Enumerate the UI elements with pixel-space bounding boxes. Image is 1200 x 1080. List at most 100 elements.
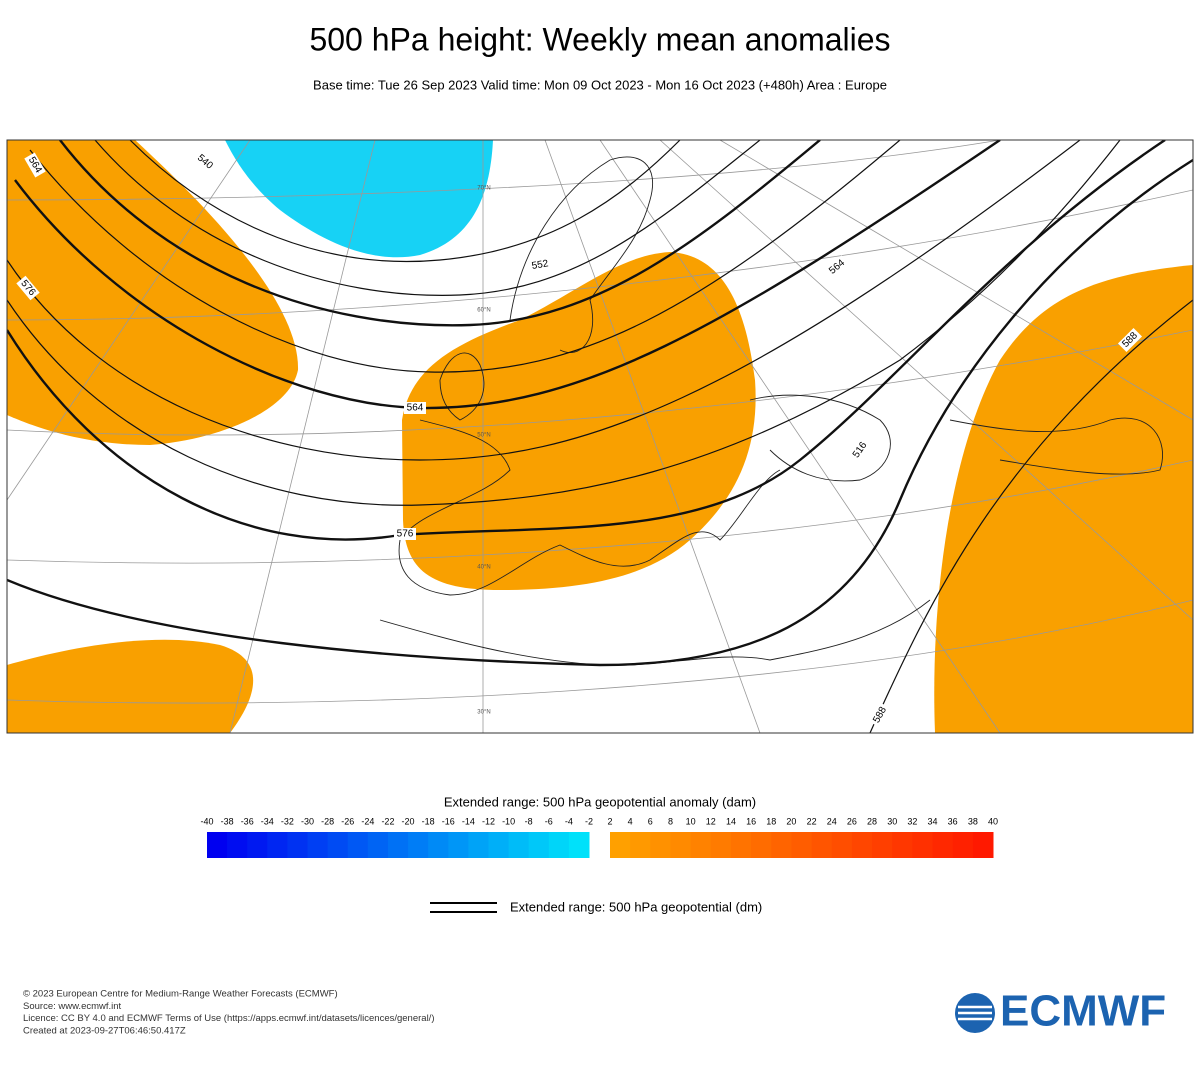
colorbar-segment — [548, 832, 570, 858]
contour-label-bg — [24, 152, 46, 178]
contour-label-bg — [16, 275, 40, 301]
colorbar-tick-label: 26 — [847, 816, 857, 826]
colorbar-tick-label: -26 — [341, 816, 354, 826]
colorbar-tick-label: 32 — [907, 816, 917, 826]
colorbar-segment — [771, 832, 792, 858]
contour-label-bg — [528, 257, 552, 273]
colorbar-segment — [488, 832, 510, 858]
colorbar-tick-label: -22 — [381, 816, 394, 826]
map: 564 54057655256457656451658858870°N60°N50… — [6, 139, 1194, 734]
colorbar-tick-label: -12 — [482, 816, 495, 826]
map-frame — [6, 139, 1194, 734]
colorbar-segment — [932, 832, 954, 858]
colorbar-segment — [831, 832, 853, 858]
anomaly-area — [7, 639, 254, 733]
colorbar-tick-label: -38 — [221, 816, 234, 826]
colorbar-segment — [872, 832, 893, 858]
footer-line: Licence: CC BY 4.0 and ECMWF Terms of Us… — [23, 1013, 435, 1024]
contours — [7, 140, 1193, 733]
colorbar-segment — [892, 832, 913, 858]
colorbar-segment — [791, 832, 813, 858]
subtitle: Base time: Tue 26 Sep 2023 Valid time: M… — [313, 77, 887, 92]
colorbar-tick-label: -30 — [301, 816, 314, 826]
colorbar-tick-label: 34 — [928, 816, 938, 826]
colorbar-segment — [267, 832, 288, 858]
colorbar-segment — [952, 832, 974, 858]
colorbar-segment — [508, 832, 530, 858]
footer-line: Source: www.ecmwf.int — [23, 1001, 122, 1012]
colorbar-tick-label: -6 — [545, 816, 553, 826]
colorbar-tick-label: -2 — [585, 816, 593, 826]
colorbar-tick-label: 38 — [968, 816, 978, 826]
logo: ECMWF — [955, 987, 1166, 1036]
colorbar-tick-label: 18 — [766, 816, 776, 826]
footer-line: Created at 2023-09-27T06:46:50.417Z — [23, 1025, 186, 1036]
contour-label-bg — [1117, 327, 1143, 353]
colorbar-segment — [247, 832, 268, 858]
colorbar-tick-label: 22 — [807, 816, 817, 826]
colorbar-tick-label: 40 — [988, 816, 998, 826]
colorbar-segment — [650, 832, 671, 858]
latitude-label: 50°N — [477, 433, 490, 439]
colorbar-segment — [387, 832, 409, 858]
footer: © 2023 European Centre for Medium-Range … — [23, 989, 435, 1037]
colorbar-segment — [287, 832, 309, 858]
contour-label-group: 564 — [404, 402, 426, 414]
colorbar-tick-label: -14 — [462, 816, 475, 826]
footer-line: © 2023 European Centre for Medium-Range … — [23, 989, 338, 1000]
colorbar-tick-label: 24 — [827, 816, 837, 826]
colorbar-tick-label: 4 — [628, 816, 633, 826]
contour-label-bg — [824, 255, 850, 279]
colorbar-segment — [690, 832, 712, 858]
colorbar-segment — [528, 832, 550, 858]
colorbar-tick-label: 8 — [668, 816, 673, 826]
colorbar-tick-label: -40 — [200, 816, 213, 826]
colorbar-tick-label: -18 — [422, 816, 435, 826]
colorbar-tick-label: -4 — [565, 816, 573, 826]
colorbar-tick-label: 36 — [948, 816, 958, 826]
colorbar-segment — [912, 832, 934, 858]
colorbar-segment — [347, 832, 369, 858]
colorbar-segment — [630, 832, 651, 858]
colorbar-tick-label: 28 — [867, 816, 877, 826]
colorbar-segment — [307, 832, 329, 858]
colorbar-tick-label: 14 — [726, 816, 736, 826]
colorbar-tick-label: -20 — [402, 816, 415, 826]
colorbar-tick-label: -28 — [321, 816, 334, 826]
contour-label: 552 — [531, 258, 550, 272]
contour-label-bg — [394, 528, 416, 540]
graticule — [7, 140, 1193, 733]
anomaly-area — [7, 140, 299, 445]
latitude-label: 60°N — [477, 308, 490, 314]
colorbar-segment — [428, 832, 449, 858]
colorbar-tick-label: 16 — [746, 816, 756, 826]
anomaly-area — [402, 252, 756, 590]
title: 500 hPa height: Weekly mean anomalies — [309, 21, 890, 57]
colorbar-tick-label: 6 — [648, 816, 653, 826]
contour-label-bg — [404, 402, 426, 414]
colorbar-tick-label: -8 — [525, 816, 533, 826]
colorbar-segment — [568, 832, 590, 858]
colorbar-segment — [730, 832, 752, 858]
colorbar-segment — [367, 832, 389, 858]
colorbar-segment — [468, 832, 489, 858]
colorbar-segment — [670, 832, 692, 858]
colorbar-segment — [227, 832, 248, 858]
contour-label-group: 576 — [394, 528, 416, 540]
colorbar-segment — [972, 832, 994, 858]
latitude-label: 30°N — [477, 710, 490, 716]
colorbar-tick-label: 12 — [706, 816, 716, 826]
logo-text: ECMWF — [1000, 987, 1166, 1036]
colorbar-tick-label: 30 — [887, 816, 897, 826]
legend: Extended range: 500 hPa geopotential (dm… — [430, 899, 762, 914]
latitude-label: 70°N — [477, 186, 490, 192]
contour-label: 576 — [397, 529, 414, 540]
contour-label-bg — [848, 437, 872, 463]
colorbar-segment — [408, 832, 429, 858]
colorbar-tick-label: -34 — [261, 816, 274, 826]
contour-label-bg — [192, 150, 218, 174]
colorbar-segment — [448, 832, 469, 858]
colorbar-segment — [751, 832, 772, 858]
colorbar-tick-label: -32 — [281, 816, 294, 826]
